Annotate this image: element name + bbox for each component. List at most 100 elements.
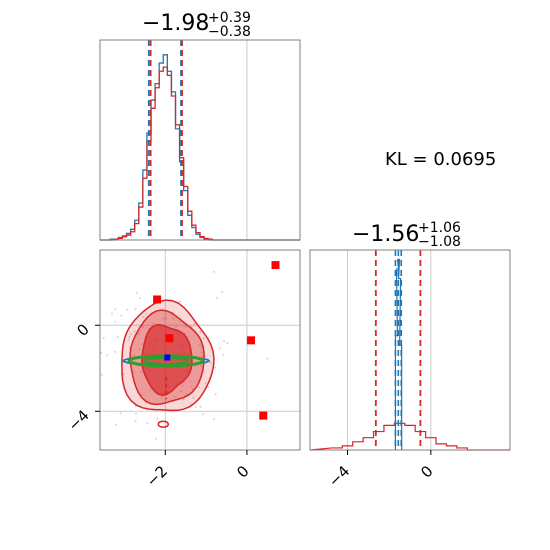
scatter-point: [102, 337, 105, 340]
scatter-point: [120, 314, 123, 317]
scatter-point: [165, 317, 168, 320]
scatter-point: [193, 322, 196, 325]
scatter-point: [190, 324, 193, 327]
scatter-point: [201, 355, 204, 358]
scatter-point: [133, 330, 136, 333]
panel-frame: [309, 249, 511, 451]
scatter-point: [114, 350, 117, 353]
scatter-point: [215, 296, 218, 299]
scatter-point: [194, 406, 197, 409]
scatter-point: [128, 335, 131, 338]
scatter-point: [111, 312, 114, 315]
square-marker: [247, 336, 256, 345]
y-tick-label: 0: [73, 320, 92, 339]
scatter-point: [197, 386, 200, 389]
scatter-point: [114, 320, 117, 323]
scatter-point: [122, 373, 125, 376]
scatter-point: [134, 412, 137, 415]
scatter-point: [189, 380, 192, 383]
scatter-point: [100, 351, 103, 354]
scatter-point: [115, 423, 118, 426]
scatter-point: [175, 325, 178, 328]
scatter-point: [266, 357, 269, 360]
kl-label: KL = 0.0695: [385, 149, 496, 170]
title-param2-minus: −1.08: [418, 234, 461, 250]
joint-panel: −2 0 0 −4: [64, 249, 301, 490]
scatter-point: [192, 396, 195, 399]
scatter-point: [119, 412, 122, 415]
scatter-point: [199, 331, 202, 334]
scatter-point: [200, 346, 203, 349]
title-param2-plus: +1.06: [418, 220, 461, 236]
scatter-point: [142, 315, 145, 318]
scatter-point: [164, 398, 167, 401]
square-marker: [153, 295, 162, 304]
square-marker: [259, 411, 268, 420]
scatter-point: [162, 317, 165, 320]
title-param1-plus: +0.39: [208, 10, 251, 26]
scatter-point: [212, 270, 215, 273]
scatter-point: [214, 366, 217, 369]
scatter-point: [139, 297, 142, 300]
scatter-point: [130, 332, 133, 335]
x-tick-label: 0: [233, 462, 252, 481]
scatter-point: [207, 385, 210, 388]
title-param1-minus: −0.38: [208, 24, 251, 40]
scatter-point: [140, 370, 143, 373]
histogram-series-red: [100, 66, 300, 241]
scatter-point: [180, 390, 183, 393]
title-param2-main: −1.56: [352, 222, 419, 247]
panel-frame: [99, 39, 301, 241]
scatter-point: [178, 300, 181, 303]
scatter-point: [149, 388, 152, 391]
scatter-point: [204, 381, 207, 384]
scatter-point: [222, 353, 225, 356]
scatter-point: [116, 335, 119, 338]
scatter-point: [114, 308, 117, 311]
scatter-point: [131, 355, 134, 358]
scatter-point: [140, 393, 143, 396]
title-param1-main: −1.98: [142, 11, 209, 36]
y-tick-label: −4: [64, 406, 92, 434]
scatter-point: [156, 417, 159, 420]
scatter-point: [199, 405, 202, 408]
scatter-point: [134, 307, 137, 310]
scatter-point: [198, 344, 201, 347]
panel-frame: [99, 249, 301, 451]
x-tick-label: −2: [143, 462, 171, 490]
scatter-point: [100, 373, 103, 376]
scatter-point: [223, 340, 226, 343]
scatter-point: [146, 422, 149, 425]
scatter-point: [151, 323, 154, 326]
scatter-point: [219, 347, 222, 350]
blue-marker: [164, 354, 171, 361]
scatter-point: [141, 326, 144, 329]
scatter-point: [226, 342, 229, 345]
scatter-point: [200, 364, 203, 367]
scatter-point: [202, 413, 205, 416]
scatter-point: [144, 313, 147, 316]
scatter-point: [160, 396, 163, 399]
histogram-series-red: [309, 422, 510, 451]
scatter-point: [154, 437, 157, 440]
scatter-point: [173, 395, 176, 398]
scatter-point: [191, 388, 194, 391]
scatter-point: [133, 354, 136, 357]
scatter-point: [137, 332, 140, 335]
scatter-point: [190, 385, 193, 388]
scatter-point: [214, 393, 217, 396]
scatter-point: [213, 418, 216, 421]
histogram-series-blue: [394, 258, 403, 451]
scatter-point: [209, 361, 212, 364]
scatter-point: [202, 337, 205, 340]
histogram-series-blue: [100, 54, 300, 241]
scatter-point: [185, 393, 188, 396]
scatter-point: [200, 351, 203, 354]
scatter-point: [138, 348, 141, 351]
scatter-point: [127, 338, 130, 341]
scatter-point: [184, 325, 187, 328]
contour-island: [157, 420, 170, 428]
scatter-point: [126, 308, 129, 311]
scatter-point: [141, 343, 144, 346]
